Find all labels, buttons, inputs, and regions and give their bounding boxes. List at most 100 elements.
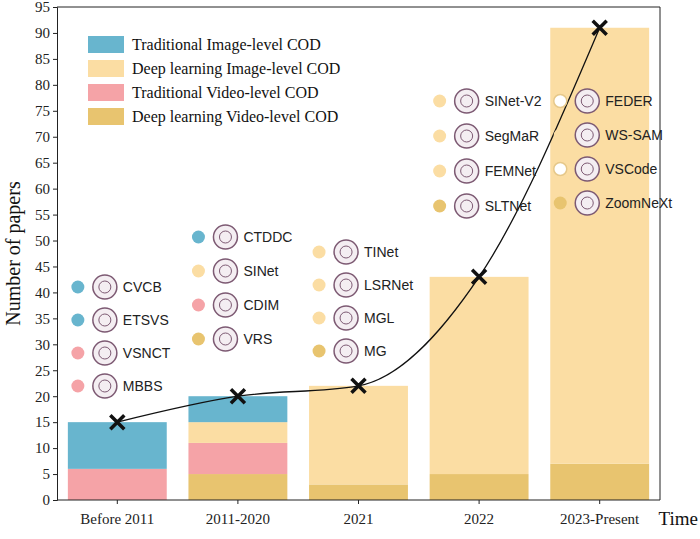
bar (188, 474, 287, 500)
logo (93, 308, 117, 332)
annotation-group: SINet-V2SegMaRFEMNetSLTNet (433, 89, 542, 218)
logo-inner (581, 197, 593, 209)
annotation-label: TINet (364, 244, 398, 260)
line-marker (593, 21, 607, 35)
y-tick-label: 5 (43, 466, 51, 482)
logo (334, 306, 358, 330)
logo-ring (575, 191, 599, 215)
y-tick: 65 (35, 155, 57, 171)
logo-inner (581, 95, 593, 107)
logo-ring (455, 124, 479, 148)
bar (188, 422, 287, 443)
y-tick: 35 (35, 311, 57, 327)
y-tick-label: 80 (35, 77, 50, 93)
logo (213, 225, 237, 249)
annotation-label: ZoomNeXt (605, 195, 672, 211)
logo-inner (219, 299, 231, 311)
bar (188, 396, 287, 422)
plot-frame (57, 7, 660, 500)
x-tick-mark (599, 500, 600, 504)
annotation-group: CVCBETSVSVSNCTMBBS (71, 275, 170, 398)
annotation-dot (192, 231, 205, 244)
annotation-label: MGL (364, 310, 395, 326)
bar (68, 469, 167, 500)
legend-swatch (88, 60, 124, 77)
logo-inner (99, 281, 111, 293)
bar (430, 474, 529, 500)
trend-line (117, 28, 599, 422)
y-tick-label: 0 (43, 492, 51, 508)
x-tick: 2021 (344, 500, 374, 527)
logo-ring (93, 341, 117, 365)
line-marker (110, 415, 124, 429)
annotation-label: SINet (243, 263, 278, 279)
logo-inner (99, 347, 111, 359)
y-tick-mark (53, 318, 57, 319)
y-tick-mark (53, 422, 57, 423)
annotation-label: WS-SAM (605, 127, 663, 143)
y-tick: 50 (35, 233, 57, 249)
logo (575, 191, 599, 215)
line-marker (472, 270, 486, 284)
y-tick-mark (53, 292, 57, 293)
logo-ring (213, 293, 237, 317)
bar (68, 422, 167, 469)
annotation-dot (554, 197, 567, 210)
y-tick-label: 50 (35, 233, 50, 249)
y-tick-label: 65 (35, 155, 50, 171)
annotation-dot (71, 380, 84, 393)
bar (550, 464, 649, 500)
annotation-label: VSNCT (123, 345, 171, 361)
annotation-label: CVCB (123, 279, 162, 295)
logo-ring (334, 339, 358, 363)
x-tick-label: 2023-Present (560, 511, 640, 527)
y-tick: 5 (43, 466, 58, 482)
y-tick-mark (53, 163, 57, 164)
annotation-label: SINet-V2 (485, 93, 542, 109)
logo (334, 240, 358, 264)
logo-inner (461, 130, 473, 142)
x-tick: 2023-Present (560, 500, 640, 527)
chart: 05101520253035404550556065707580859095Be… (0, 0, 700, 539)
bar (430, 277, 529, 474)
annotation-label: MG (364, 343, 387, 359)
logo (334, 339, 358, 363)
annotation-dot (192, 333, 205, 346)
y-tick: 15 (35, 414, 57, 430)
logo-ring (213, 225, 237, 249)
y-tick-mark (53, 370, 57, 371)
annotation-dot (554, 129, 567, 142)
y-tick-mark (53, 215, 57, 216)
x-tick: 2011-2020 (206, 500, 270, 527)
annotation-dot (313, 312, 326, 325)
legend-label: Deep learning Image-level COD (132, 60, 340, 78)
x-tick-label: 2011-2020 (206, 511, 270, 527)
y-tick: 80 (35, 77, 57, 93)
annotation-label: FEDER (605, 93, 652, 109)
x-axis: Before 20112011-2020202120222023-Present (57, 500, 660, 527)
bar-series (68, 396, 287, 469)
logo-inner (461, 95, 473, 107)
logo (455, 194, 479, 218)
annotation-dot (71, 347, 84, 360)
annotation-label: ETSVS (123, 312, 169, 328)
annotation-group: FEDERWS-SAMVSCodeZoomNeXt (554, 89, 673, 215)
y-tick: 60 (35, 181, 57, 197)
y-tick-label: 85 (35, 51, 50, 67)
bar (309, 386, 408, 485)
annotation-dot (313, 345, 326, 358)
legend-label: Deep learning Video-level COD (132, 108, 338, 126)
annotation-dot (71, 314, 84, 327)
y-tick-label: 35 (35, 311, 50, 327)
annotation-label: CDIM (243, 297, 279, 313)
y-tick: 0 (43, 492, 58, 508)
legend: Traditional Image-level CODDeep learning… (88, 36, 340, 126)
annotation-dot (313, 246, 326, 259)
logo-inner (461, 200, 473, 212)
logo (334, 273, 358, 297)
x-tick-mark (358, 500, 359, 504)
annotation-dot (192, 299, 205, 312)
y-tick-mark (53, 241, 57, 242)
annotation-group: TINetLSRNetMGLMG (313, 240, 414, 363)
legend-swatch (88, 108, 124, 125)
